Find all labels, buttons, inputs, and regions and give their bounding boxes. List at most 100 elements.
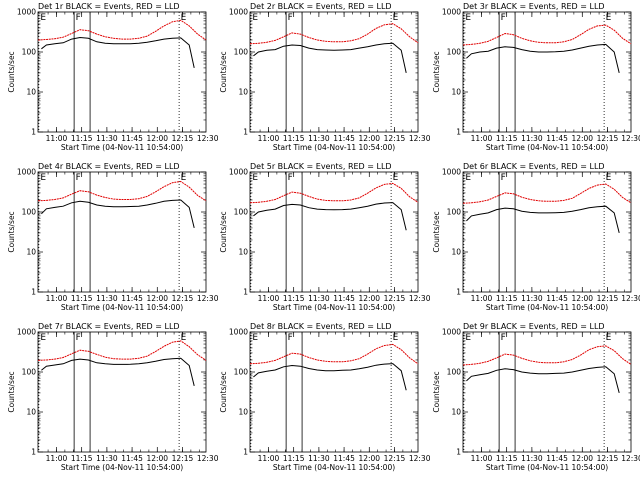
- y-tick-label: 10: [451, 248, 461, 257]
- y-tick-label: 1: [31, 288, 36, 297]
- time-marker-label: E: [252, 173, 258, 183]
- y-tick-label: 1: [456, 288, 461, 297]
- events-series-line: [466, 205, 620, 234]
- y-tick-label: 100: [22, 48, 37, 57]
- x-tick-label: 11:30: [96, 134, 118, 143]
- y-tick-label: 1: [243, 448, 248, 457]
- x-tick-label: 12:15: [597, 454, 619, 463]
- events-series-line: [253, 363, 407, 391]
- events-series-line: [253, 42, 407, 74]
- time-marker-label: E: [252, 333, 258, 343]
- y-tick-label: 1000: [442, 168, 461, 177]
- plot-frame: [462, 171, 632, 293]
- time-marker-label: F: [76, 173, 81, 183]
- chart-panel-4: Det 4r BLACK = Events, RED = LLD 1 10 100 10…: [7, 162, 219, 312]
- time-marker-label: E: [606, 333, 612, 343]
- y-tick-label: 10: [451, 408, 461, 417]
- chart-panel-8: Det 8r BLACK = Events, RED = LLD 1 10 100 10…: [219, 322, 431, 472]
- x-tick-label: 12:30: [621, 454, 640, 463]
- y-tick-label: 100: [234, 208, 249, 217]
- x-tick-label: 11:15: [71, 294, 93, 303]
- x-tick-label: 11:15: [496, 294, 518, 303]
- x-tick-label: 12:00: [358, 134, 380, 143]
- x-tick-label: 12:00: [146, 134, 168, 143]
- y-tick-label: 10: [26, 88, 36, 97]
- lld-series-line: [249, 182, 419, 204]
- time-marker-label: E: [465, 333, 471, 343]
- x-tick-label: 12:00: [571, 294, 593, 303]
- plot-frame: [249, 171, 419, 293]
- y-tick-label: 1: [243, 288, 248, 297]
- chart-panel-9: Det 9r BLACK = Events, RED = LLD 1 10 100 10…: [432, 322, 640, 472]
- x-tick-label: 11:15: [496, 454, 518, 463]
- time-marker-label: E: [393, 13, 399, 23]
- time-marker-label: E: [40, 173, 46, 183]
- x-tick-label: 12:30: [409, 134, 431, 143]
- x-tick-label: 11:00: [46, 134, 68, 143]
- x-tick-label: 11:45: [333, 454, 355, 463]
- y-axis-label: Counts/sec: [432, 211, 441, 252]
- x-tick-label: 12:15: [172, 134, 194, 143]
- y-axis-label: Counts/sec: [7, 51, 16, 92]
- events-series-line: [41, 199, 195, 229]
- x-tick-label: 11:30: [308, 134, 330, 143]
- x-tick-label: 11:15: [283, 294, 305, 303]
- chart-panel-2: Det 2r BLACK = Events, RED = LLD 1 10 100 10…: [219, 2, 431, 152]
- y-tick-label: 100: [22, 208, 37, 217]
- x-tick-label: 12:15: [597, 294, 619, 303]
- y-tick-label: 1000: [229, 168, 248, 177]
- events-series-line: [466, 366, 620, 394]
- x-tick-label: 12:15: [384, 454, 406, 463]
- x-tick-label: 11:15: [71, 134, 93, 143]
- y-tick-label: 10: [26, 408, 36, 417]
- events-series-line: [41, 36, 195, 69]
- chart-panel-7: Det 7r BLACK = Events, RED = LLD 1 10 100 10…: [7, 322, 219, 472]
- x-tick-label: 11:45: [546, 134, 568, 143]
- y-tick-label: 1000: [229, 328, 248, 337]
- events-series-line: [41, 357, 195, 387]
- time-marker-label: E: [393, 333, 399, 343]
- plot-frame: [37, 11, 207, 133]
- y-axis-label: Counts/sec: [7, 211, 16, 252]
- x-tick-label: 11:00: [258, 454, 280, 463]
- y-tick-label: 100: [447, 368, 462, 377]
- lld-series-line: [462, 183, 632, 204]
- time-marker-label: F: [501, 333, 506, 343]
- x-tick-label: 11:30: [521, 134, 543, 143]
- y-tick-label: 1: [31, 128, 36, 137]
- x-tick-label: 11:45: [546, 294, 568, 303]
- x-tick-label: 12:15: [172, 294, 194, 303]
- x-tick-label: 12:15: [384, 294, 406, 303]
- time-marker-label: E: [252, 13, 258, 23]
- x-tick-label: 12:00: [358, 454, 380, 463]
- x-tick-label: 12:15: [597, 134, 619, 143]
- x-tick-label: 11:45: [333, 294, 355, 303]
- y-tick-label: 1000: [229, 8, 248, 17]
- x-axis-label: Start Time (04-Nov-11 10:54:00): [61, 143, 183, 152]
- y-tick-label: 1000: [17, 328, 36, 337]
- x-tick-label: 12:00: [146, 294, 168, 303]
- chart-title: Det 3r BLACK = Events, RED = LLD: [463, 2, 605, 11]
- x-axis-label: Start Time (04-Nov-11 10:54:00): [273, 143, 395, 152]
- y-tick-label: 1000: [442, 328, 461, 337]
- x-tick-label: 11:15: [283, 134, 305, 143]
- time-marker-label: F: [501, 173, 506, 183]
- x-tick-label: 11:15: [496, 134, 518, 143]
- y-tick-label: 1000: [17, 8, 36, 17]
- chart-title: Det 9r BLACK = Events, RED = LLD: [463, 322, 605, 331]
- time-marker-label: F: [288, 13, 293, 23]
- y-tick-label: 100: [447, 48, 462, 57]
- lld-series-line: [37, 340, 207, 361]
- x-tick-label: 11:45: [121, 294, 143, 303]
- y-axis-label: Counts/sec: [219, 51, 228, 92]
- chart-panel-1: Det 1r BLACK = Events, RED = LLD 1 10 100 10…: [7, 2, 219, 152]
- lld-series-line: [37, 180, 207, 202]
- time-marker-label: E: [181, 173, 187, 183]
- y-axis-label: Counts/sec: [219, 211, 228, 252]
- plot-frame: [462, 11, 632, 133]
- x-tick-label: 11:00: [471, 454, 493, 463]
- x-tick-label: 12:00: [358, 294, 380, 303]
- x-tick-label: 11:30: [521, 294, 543, 303]
- time-marker-label: F: [76, 333, 81, 343]
- x-tick-label: 11:30: [96, 294, 118, 303]
